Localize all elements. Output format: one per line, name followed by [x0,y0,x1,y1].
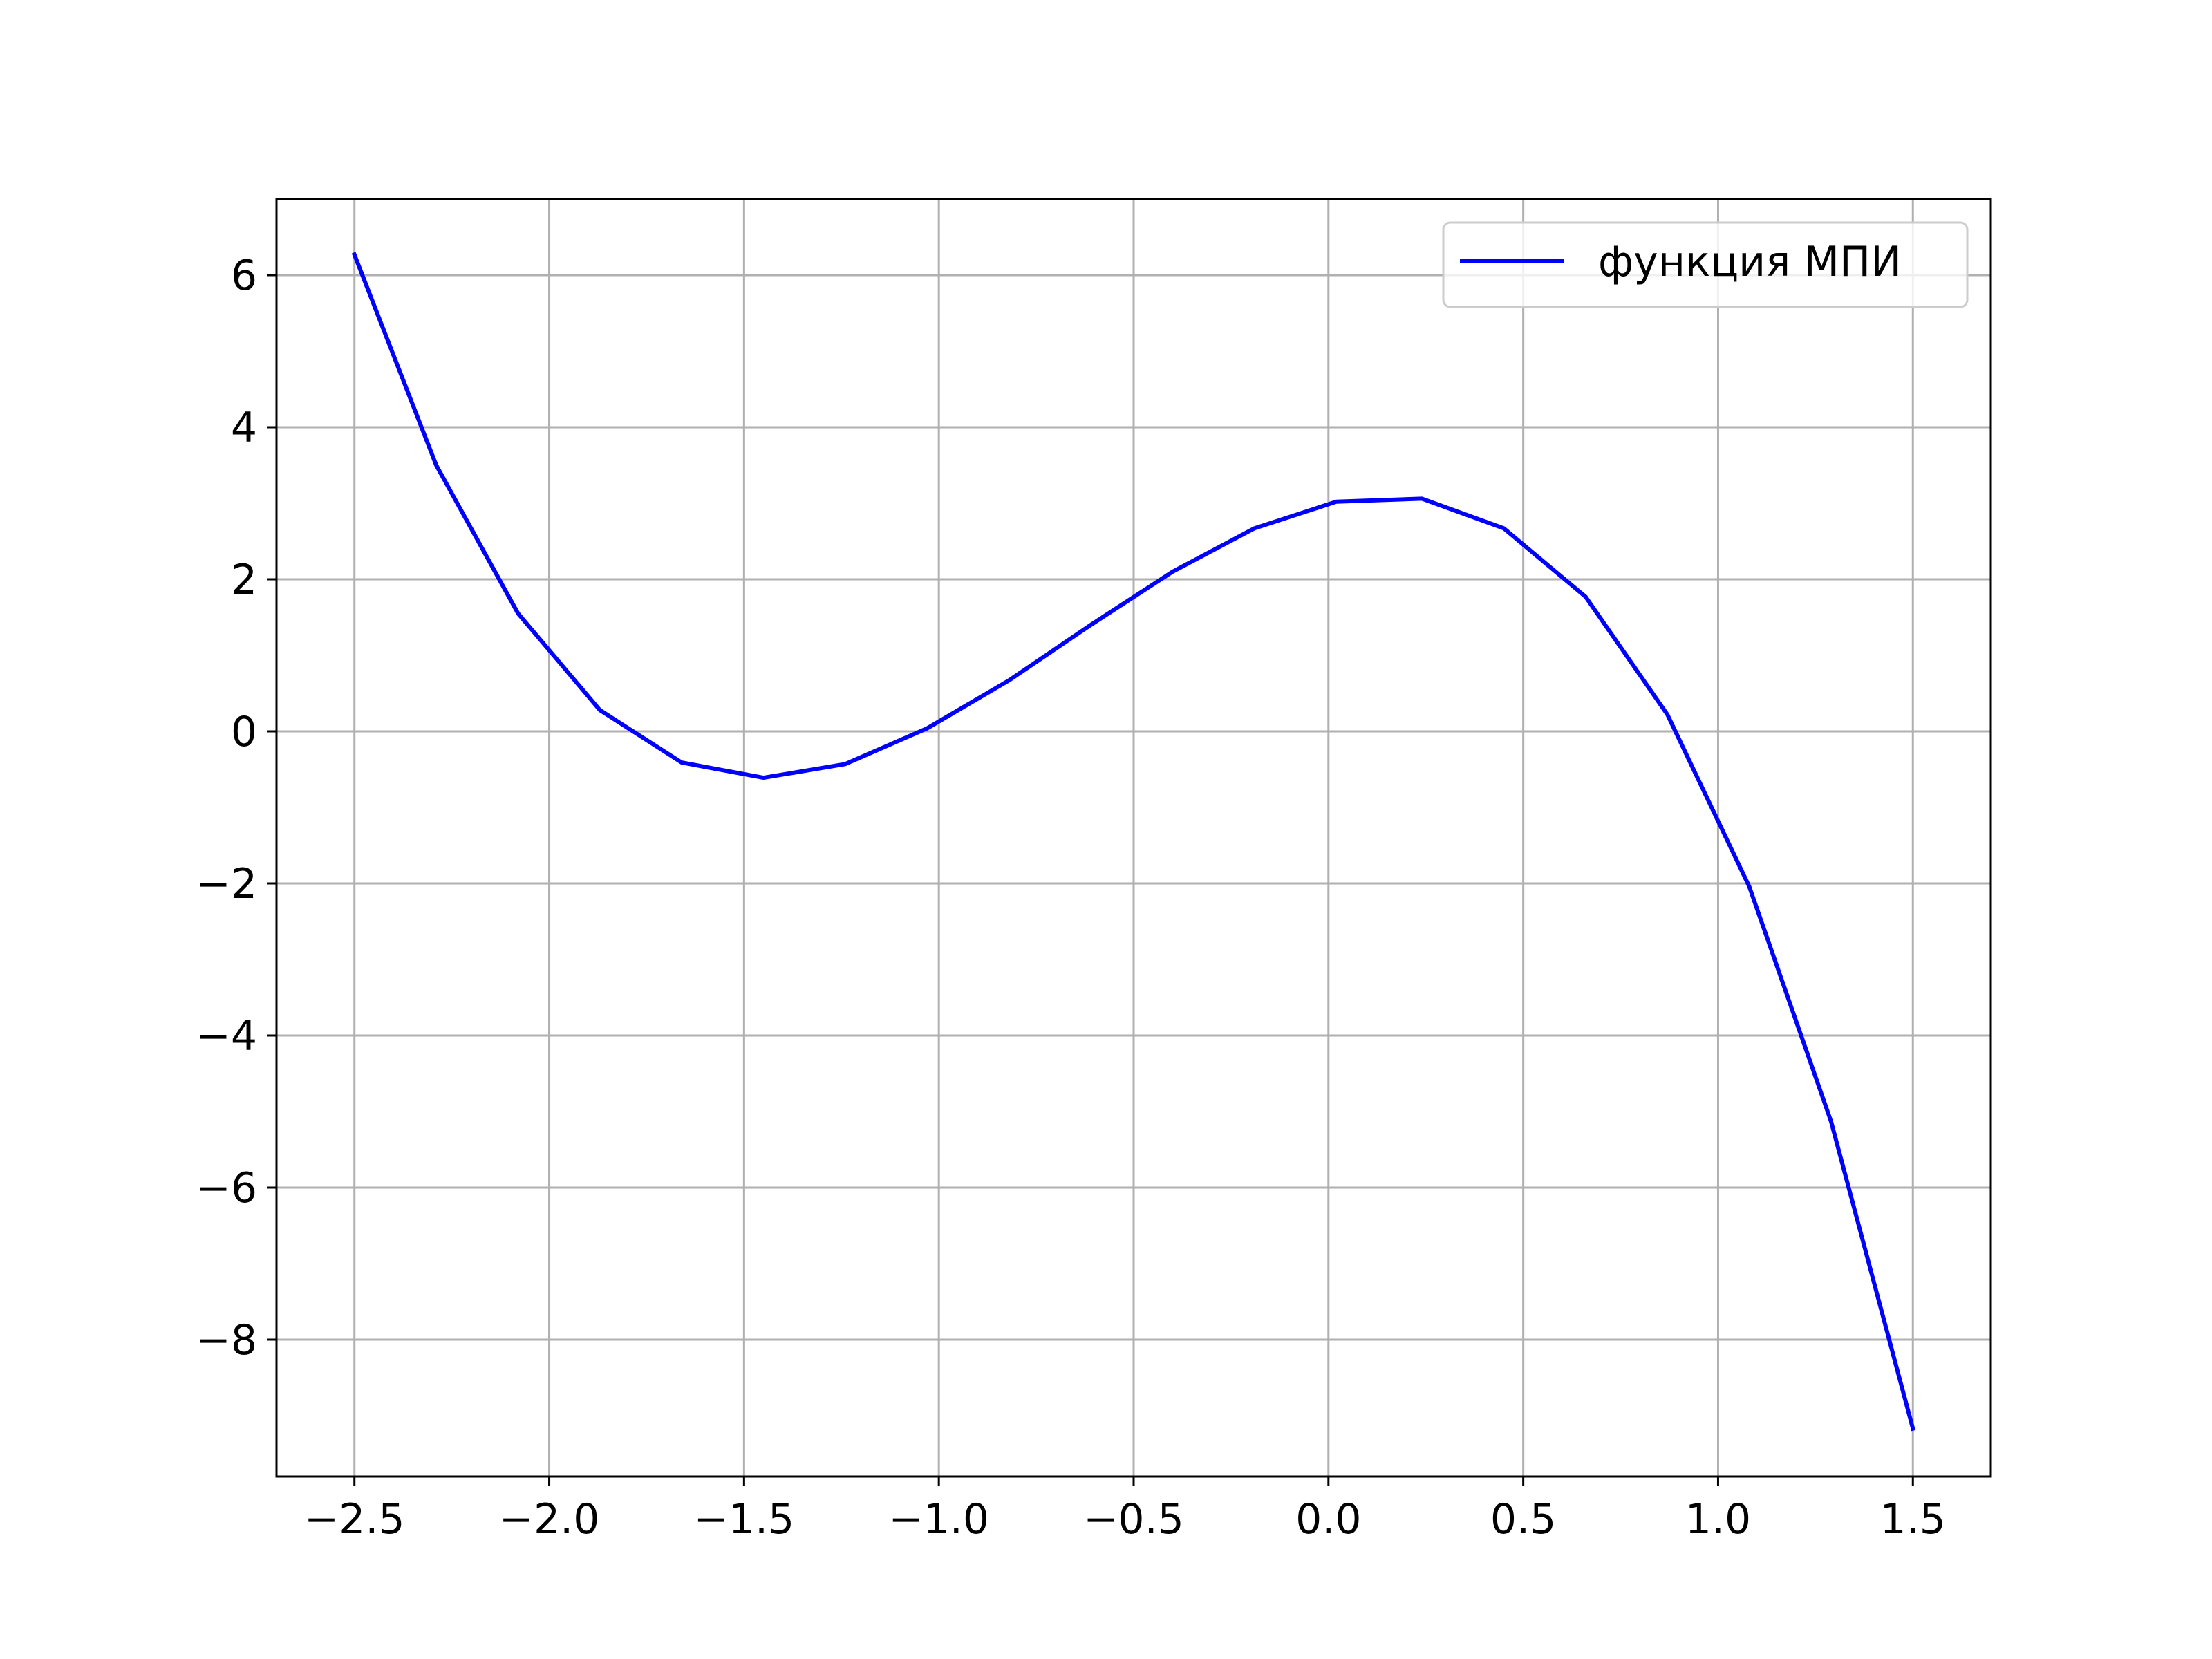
legend: функция МПИ [1442,221,1969,308]
grid-lines [276,199,1991,1477]
legend-label: функция МПИ [1598,238,1902,286]
x-tick-label: 1.0 [1685,1495,1751,1544]
x-tick-label: −1.5 [694,1495,795,1544]
series-layer [351,252,1915,1432]
y-axis-ticks: 6 4 2 0 −2 −4 −6 −8 [196,252,276,1365]
y-tick-label: −4 [196,1012,257,1060]
y-tick-label: 0 [231,708,257,756]
x-tick-label: 0.5 [1490,1495,1556,1544]
x-axis-ticks: −2.5 −2.0 −1.5 −1.0 −0.5 0.0 0.5 1.0 1.5 [304,1477,1946,1544]
y-tick-label: 6 [231,252,257,300]
y-tick-label: −6 [196,1164,257,1212]
plot-area: −2.5 −2.0 −1.5 −1.0 −0.5 0.0 0.5 1.0 1.5 6 4 2 0 −2 −… [196,198,1992,1544]
y-tick-label: 4 [231,404,257,452]
x-tick-label: −2.5 [304,1495,405,1544]
x-tick-label: 1.5 [1880,1495,1946,1544]
y-tick-label: −8 [196,1316,257,1365]
y-tick-label: 2 [231,556,257,604]
x-tick-label: 0.0 [1295,1495,1361,1544]
y-tick-label: −2 [196,860,257,908]
series-line [351,252,1915,1432]
legend-box [1442,221,1969,308]
x-tick-label: −2.0 [499,1495,600,1544]
x-tick-label: −1.0 [888,1495,989,1544]
x-tick-label: −0.5 [1083,1495,1184,1544]
